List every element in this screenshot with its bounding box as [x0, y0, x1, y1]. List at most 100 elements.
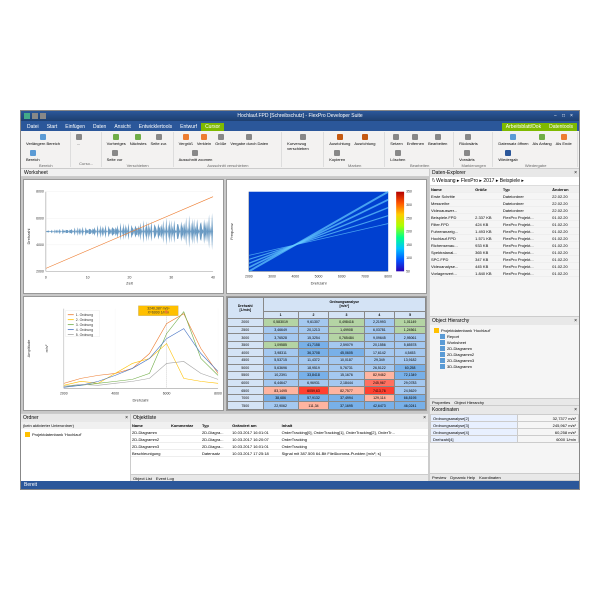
- file-row[interactable]: Beispiele.FPD2.337 KBFlexPro Projekt...0…: [430, 214, 579, 221]
- ribbon-btn[interactable]: Vorwärts: [458, 149, 476, 163]
- ribbon: Verlängern BereichBereichBereich...Curso…: [21, 131, 579, 169]
- hierarchy-panel: Object Hierarchy× Projektdatenbank 'Hoch…: [430, 317, 579, 406]
- file-row[interactable]: Erste SchritteDateiordner22.02.20: [430, 193, 579, 200]
- worksheet-canvas: 2000400060008000010203040DrehzahlZeit 20…: [21, 177, 429, 413]
- file-row[interactable]: Videoauswer...Dateiordner22.02.20: [430, 207, 579, 214]
- tab-entwurf[interactable]: Entwurf: [176, 123, 201, 131]
- minimize-icon[interactable]: −: [554, 113, 560, 119]
- spectrogram-chart[interactable]: 2000300040005000600070008000501001502002…: [226, 179, 427, 294]
- file-row[interactable]: MessreiheDateiordner22.02.20: [430, 200, 579, 207]
- svg-text:8000: 8000: [36, 190, 44, 194]
- file-row[interactable]: Filter.FPD424 KBFlexPro Projekt...01.02.…: [430, 221, 579, 228]
- tab-einfügen[interactable]: Einfügen: [61, 123, 89, 131]
- ribbon-btn[interactable]: Vergabe durch Daten: [229, 133, 269, 147]
- tab-daten[interactable]: Daten: [89, 123, 110, 131]
- tab-start[interactable]: Start: [43, 123, 62, 131]
- ribbon-btn[interactable]: Seite zur.: [149, 133, 168, 147]
- svg-text:3000: 3000: [268, 274, 276, 278]
- file-row[interactable]: Hochlauf.FPD1.571 KBFlexPro Projekt...01…: [430, 235, 579, 242]
- ribbon-btn[interactable]: Wiedergab: [497, 149, 518, 163]
- svg-text:4000: 4000: [291, 274, 299, 278]
- ribbon-btn[interactable]: Bearbeiten: [427, 133, 448, 147]
- tab-cursor[interactable]: Cursor: [201, 123, 224, 131]
- breadcrumb[interactable]: \\ Weisang ▸ FlexPro ▸ 2017 ▸ Beispiele …: [430, 177, 579, 186]
- svg-text:1. Ordnung: 1. Ordnung: [76, 313, 93, 317]
- ribbon-btn[interactable]: Vergröß: [178, 133, 194, 147]
- worksheet-tab[interactable]: Worksheet: [21, 169, 429, 177]
- ribbon-btn[interactable]: Entfernen: [406, 133, 425, 147]
- ribbon-btn[interactable]: Kurvenzug verschieben: [286, 133, 320, 152]
- ribbon-btn[interactable]: Seite vor: [106, 149, 124, 163]
- close-icon[interactable]: ×: [574, 170, 577, 176]
- obj-row[interactable]: BeschleunigungDatensatz10.03.2017 17:25:…: [131, 450, 428, 457]
- close-icon[interactable]: ×: [125, 415, 128, 421]
- ribbon-btn[interactable]: Kopieren: [328, 149, 346, 163]
- ribbon-btn[interactable]: Löschen: [389, 149, 406, 163]
- file-row[interactable]: Videoanalyse...445 KBFlexPro Projekt...0…: [430, 263, 579, 270]
- tab-ansicht[interactable]: Ansicht: [110, 123, 134, 131]
- ribbon-btn[interactable]: Ausrichtung: [353, 133, 376, 147]
- save-icon[interactable]: [24, 113, 30, 119]
- svg-text:150: 150: [406, 243, 412, 247]
- redo-icon[interactable]: [40, 113, 46, 119]
- ribbon-btn[interactable]: Als Anfang: [532, 133, 553, 147]
- file-row[interactable]: Fuhreranzeig...1.493 KBFlexPro Projekt..…: [430, 228, 579, 235]
- tree-root[interactable]: Projektdatenbank 'Hochlauf': [23, 431, 128, 437]
- orders-chart[interactable]: 20004000600080001. Ordnung2. Ordnung3. O…: [23, 296, 224, 411]
- file-row[interactable]: Vorlagenvert...1.840 KBFlexPro Projekt..…: [430, 270, 579, 277]
- ribbon-btn[interactable]: Setzen: [389, 133, 403, 147]
- ribbon-btn[interactable]: Verlängern Bereich: [25, 133, 61, 147]
- svg-text:200: 200: [406, 230, 412, 234]
- maximize-icon[interactable]: □: [562, 113, 568, 119]
- svg-text:8000: 8000: [384, 274, 392, 278]
- waveform-chart[interactable]: 2000400060008000010203040DrehzahlZeit: [23, 179, 224, 294]
- obj-row[interactable]: 2D-Diagramm2D-Diagra...10.03.2017 16:01:…: [131, 429, 428, 436]
- close-icon[interactable]: ×: [570, 113, 576, 119]
- objlist-title: Objektliste: [133, 415, 156, 421]
- obj-row[interactable]: 2D-Diagramm32D-Diagra...10.03.2017 16:01…: [131, 443, 428, 450]
- ribbon-btn[interactable]: Datensatz öffnen: [497, 133, 529, 147]
- hierarchy-title: Object Hierarchy: [432, 318, 469, 324]
- tab-datei[interactable]: Datei: [23, 123, 43, 131]
- svg-text:Drehzahl: Drehzahl: [26, 228, 31, 244]
- ribbon-btn[interactable]: Nächstes: [129, 133, 148, 147]
- koord-title: Koordinaten: [432, 407, 459, 413]
- ribbon-btn[interactable]: Größe: [214, 133, 227, 147]
- ribbon-btn[interactable]: Bereich: [25, 149, 41, 163]
- undo-icon[interactable]: [32, 113, 38, 119]
- svg-text:Amplitude: Amplitude: [26, 339, 31, 357]
- ribbon-btn[interactable]: Vorheriges: [106, 133, 127, 147]
- svg-text:2. Ordnung: 2. Ordnung: [76, 318, 93, 322]
- file-row[interactable]: SPC.FPD347 KBFlexPro Projekt...01.02.20: [430, 256, 579, 263]
- svg-text:5. Ordnung: 5. Ordnung: [76, 333, 93, 337]
- svg-text:350: 350: [406, 190, 412, 194]
- obj-row[interactable]: 2D-Diagramm22D-Diagra...10.03.2017 16:20…: [131, 436, 428, 443]
- svg-text:2000: 2000: [36, 269, 44, 273]
- svg-text:100: 100: [406, 256, 412, 260]
- close-icon[interactable]: ×: [574, 318, 577, 324]
- ribbon-btn[interactable]: ...: [75, 133, 83, 147]
- ribbon-btn[interactable]: Ausrichtung: [328, 133, 351, 147]
- file-row[interactable]: Spektralanal...365 KBFlexPro Projekt...0…: [430, 249, 579, 256]
- svg-text:40: 40: [211, 275, 215, 279]
- tree-item[interactable]: 3D-Diagramm: [432, 363, 577, 369]
- app-window: Hochlauf.FPD [Schreibschutz] - FlexPro D…: [20, 110, 580, 490]
- svg-text:Drehzahl: Drehzahl: [311, 280, 327, 285]
- tab-entwicklertools[interactable]: Entwicklertools: [135, 123, 176, 131]
- ribbon-btn[interactable]: Rückwärts: [458, 133, 479, 147]
- ordner-title: Ordner: [23, 415, 39, 421]
- svg-text:20: 20: [128, 275, 132, 279]
- svg-text:50: 50: [406, 269, 410, 273]
- right-panels: Daten-Explorer× \\ Weisang ▸ FlexPro ▸ 2…: [429, 169, 579, 481]
- window-title: Hochlauf.FPD [Schreibschutz] - FlexPro D…: [237, 113, 362, 119]
- file-row[interactable]: Richensenau...933 KBFlexPro Projekt...01…: [430, 242, 579, 249]
- ribbon-btn[interactable]: Ausschnitt zoomen: [178, 149, 214, 163]
- svg-text:8000: 8000: [214, 391, 222, 395]
- data-table[interactable]: Drehzahl[1/min]Ordnungsanalyse[m/s²]1234…: [226, 296, 427, 411]
- close-icon[interactable]: ×: [574, 407, 577, 413]
- close-icon[interactable]: ×: [423, 415, 426, 421]
- ribbon-btn[interactable]: Als Ende: [555, 133, 573, 147]
- svg-text:Frequenz: Frequenz: [229, 223, 234, 240]
- koord-panel: Koordinaten× Ordnungsanalyse[2]32,7377 m…: [430, 406, 579, 481]
- ribbon-btn[interactable]: Verklein: [196, 133, 212, 147]
